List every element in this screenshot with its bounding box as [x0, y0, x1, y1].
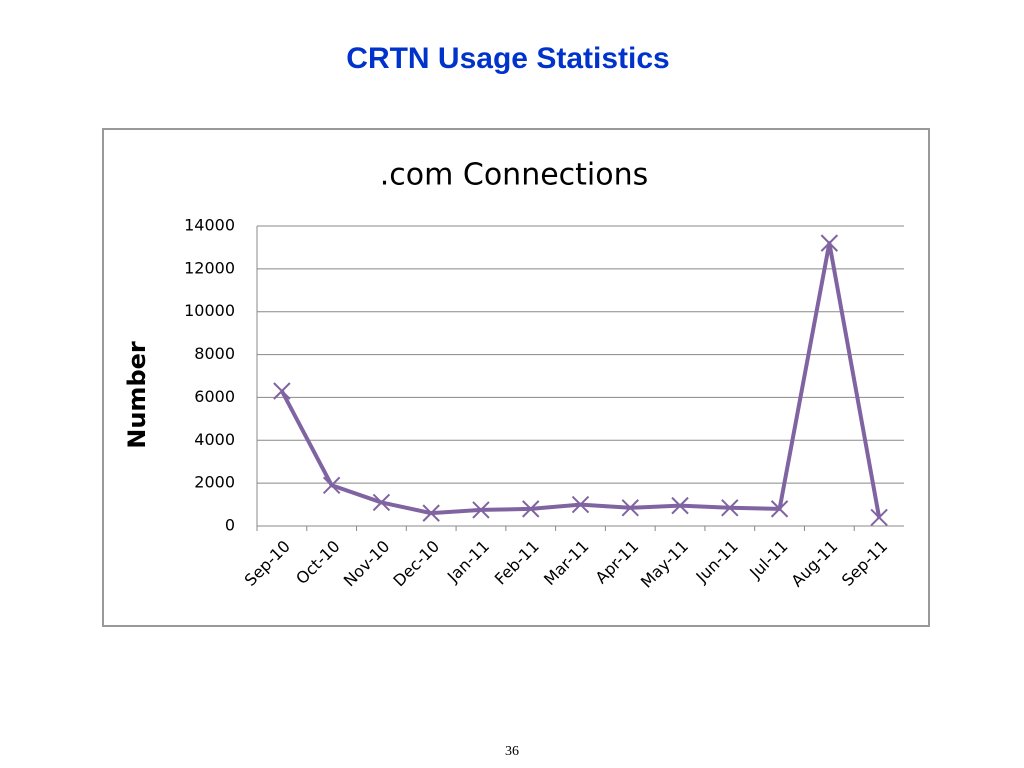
y-axis-label: Number [123, 341, 151, 449]
y-tick-label: 6000 [194, 387, 235, 406]
data-marker [671, 496, 689, 515]
data-marker [322, 476, 341, 494]
y-tick-label: 10000 [184, 301, 235, 320]
slide-title: CRTN Usage Statistics [346, 42, 669, 75]
data-marker [870, 508, 888, 527]
page-number: 36 [505, 744, 519, 759]
data-marker [522, 500, 540, 518]
y-tick-label: 0 [225, 516, 235, 535]
data-marker [721, 499, 739, 517]
data-marker [472, 501, 490, 519]
y-tick-label: 14000 [184, 216, 235, 235]
data-marker [571, 495, 590, 514]
y-tick-label: 12000 [184, 258, 235, 277]
chart-frame [102, 128, 930, 627]
data-marker [273, 382, 291, 400]
data-marker [820, 234, 839, 252]
data-marker [621, 499, 639, 517]
data-marker [770, 500, 789, 518]
y-tick-label: 4000 [194, 430, 235, 449]
data-marker [372, 493, 391, 512]
y-tick-label: 2000 [194, 473, 235, 492]
y-tick-label: 8000 [194, 344, 235, 363]
data-marker [422, 504, 440, 522]
chart-title: .com Connections [380, 158, 649, 193]
